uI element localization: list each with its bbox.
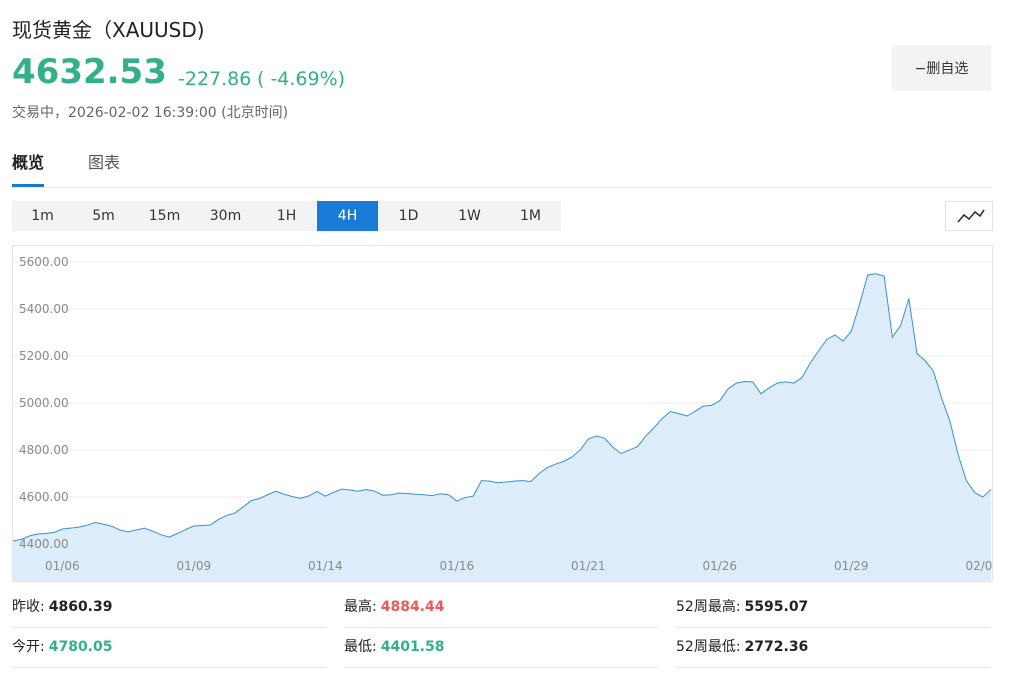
stat-label: 最低: [344, 639, 377, 655]
change-pct: ( -4.69%) [257, 68, 346, 90]
stat-value: 4780.05 [48, 639, 113, 655]
status: 交易中，2026-02-02 16:39:00 (北京时间) [12, 105, 289, 121]
stat-item: 最低: 4401.58 [344, 627, 658, 668]
line-icon [957, 209, 985, 223]
stat-value: 2772.36 [744, 639, 809, 655]
x-tick-label: 01/09 [177, 559, 212, 573]
price: 4632.53 [12, 52, 167, 92]
y-tick-label: 5200.00 [19, 349, 69, 363]
change: -227.86 [178, 68, 252, 90]
stat-label: 今开: [12, 639, 45, 655]
x-tick-label: 01/06 [45, 559, 80, 573]
stat-item: 最高: 4884.44 [344, 587, 658, 628]
stat-value: 4860.39 [48, 599, 113, 615]
chart-type-button[interactable] [945, 201, 993, 231]
tabs: 概览 图表 [12, 150, 991, 188]
y-tick-label: 5000.00 [19, 396, 69, 410]
stat-label: 昨收: [12, 599, 45, 615]
interval-button[interactable]: 15m [148, 208, 181, 224]
stat-item: 昨收: 4860.39 [12, 587, 326, 628]
stat-value: 4401.58 [380, 639, 445, 655]
stat-label: 52周最低: [676, 639, 741, 655]
tab[interactable]: 概览 [12, 150, 45, 187]
interval-bar: 1m 5m 15m 30m 1H 4H 1D 1W 1M [12, 201, 561, 231]
x-tick-label: 01/14 [308, 559, 343, 573]
x-tick-label: 01/26 [702, 559, 737, 573]
interval-button[interactable]: 30m [209, 208, 242, 224]
y-tick-label: 5600.00 [19, 255, 69, 269]
y-tick-label: 4800.00 [19, 443, 69, 457]
interval-button[interactable]: 4H [317, 201, 378, 231]
remove-watchlist-button[interactable]: −删自选 [892, 45, 991, 91]
interval-button[interactable]: 1m [31, 208, 54, 224]
interval-button[interactable]: 1M [520, 208, 541, 224]
x-tick-label: 01/21 [571, 559, 606, 573]
title: 现货黄金（XAUUSD) [12, 18, 205, 42]
interval-button[interactable]: 1W [458, 208, 481, 224]
price-line [13, 273, 992, 542]
y-tick-label: 4400.00 [19, 537, 69, 551]
stat-item: 今开: 4780.05 [12, 627, 326, 668]
tab[interactable]: 图表 [88, 153, 121, 172]
stat-value: 4884.44 [380, 599, 445, 615]
x-tick-label: 01/29 [834, 559, 869, 573]
interval-button[interactable]: 5m [92, 208, 115, 224]
y-tick-label: 5400.00 [19, 302, 69, 316]
interval-button[interactable]: 1H [276, 208, 297, 224]
area-fill [13, 273, 991, 581]
stat-item: 52周最低: 2772.36 [676, 627, 990, 668]
y-tick-label: 4600.00 [19, 490, 69, 504]
stat-item: 52周最高: 5595.07 [676, 587, 990, 628]
x-tick-label: 02/02 [965, 559, 993, 573]
x-tick-label: 01/16 [440, 559, 475, 573]
stat-value: 5595.07 [744, 599, 809, 615]
interval-button[interactable]: 1D [398, 208, 419, 224]
stat-label: 最高: [344, 599, 377, 615]
chart: 4400.00 4600.00 4800.00 5000.00 5200.00 5400.… [12, 245, 993, 582]
stat-label: 52周最高: [676, 599, 741, 615]
